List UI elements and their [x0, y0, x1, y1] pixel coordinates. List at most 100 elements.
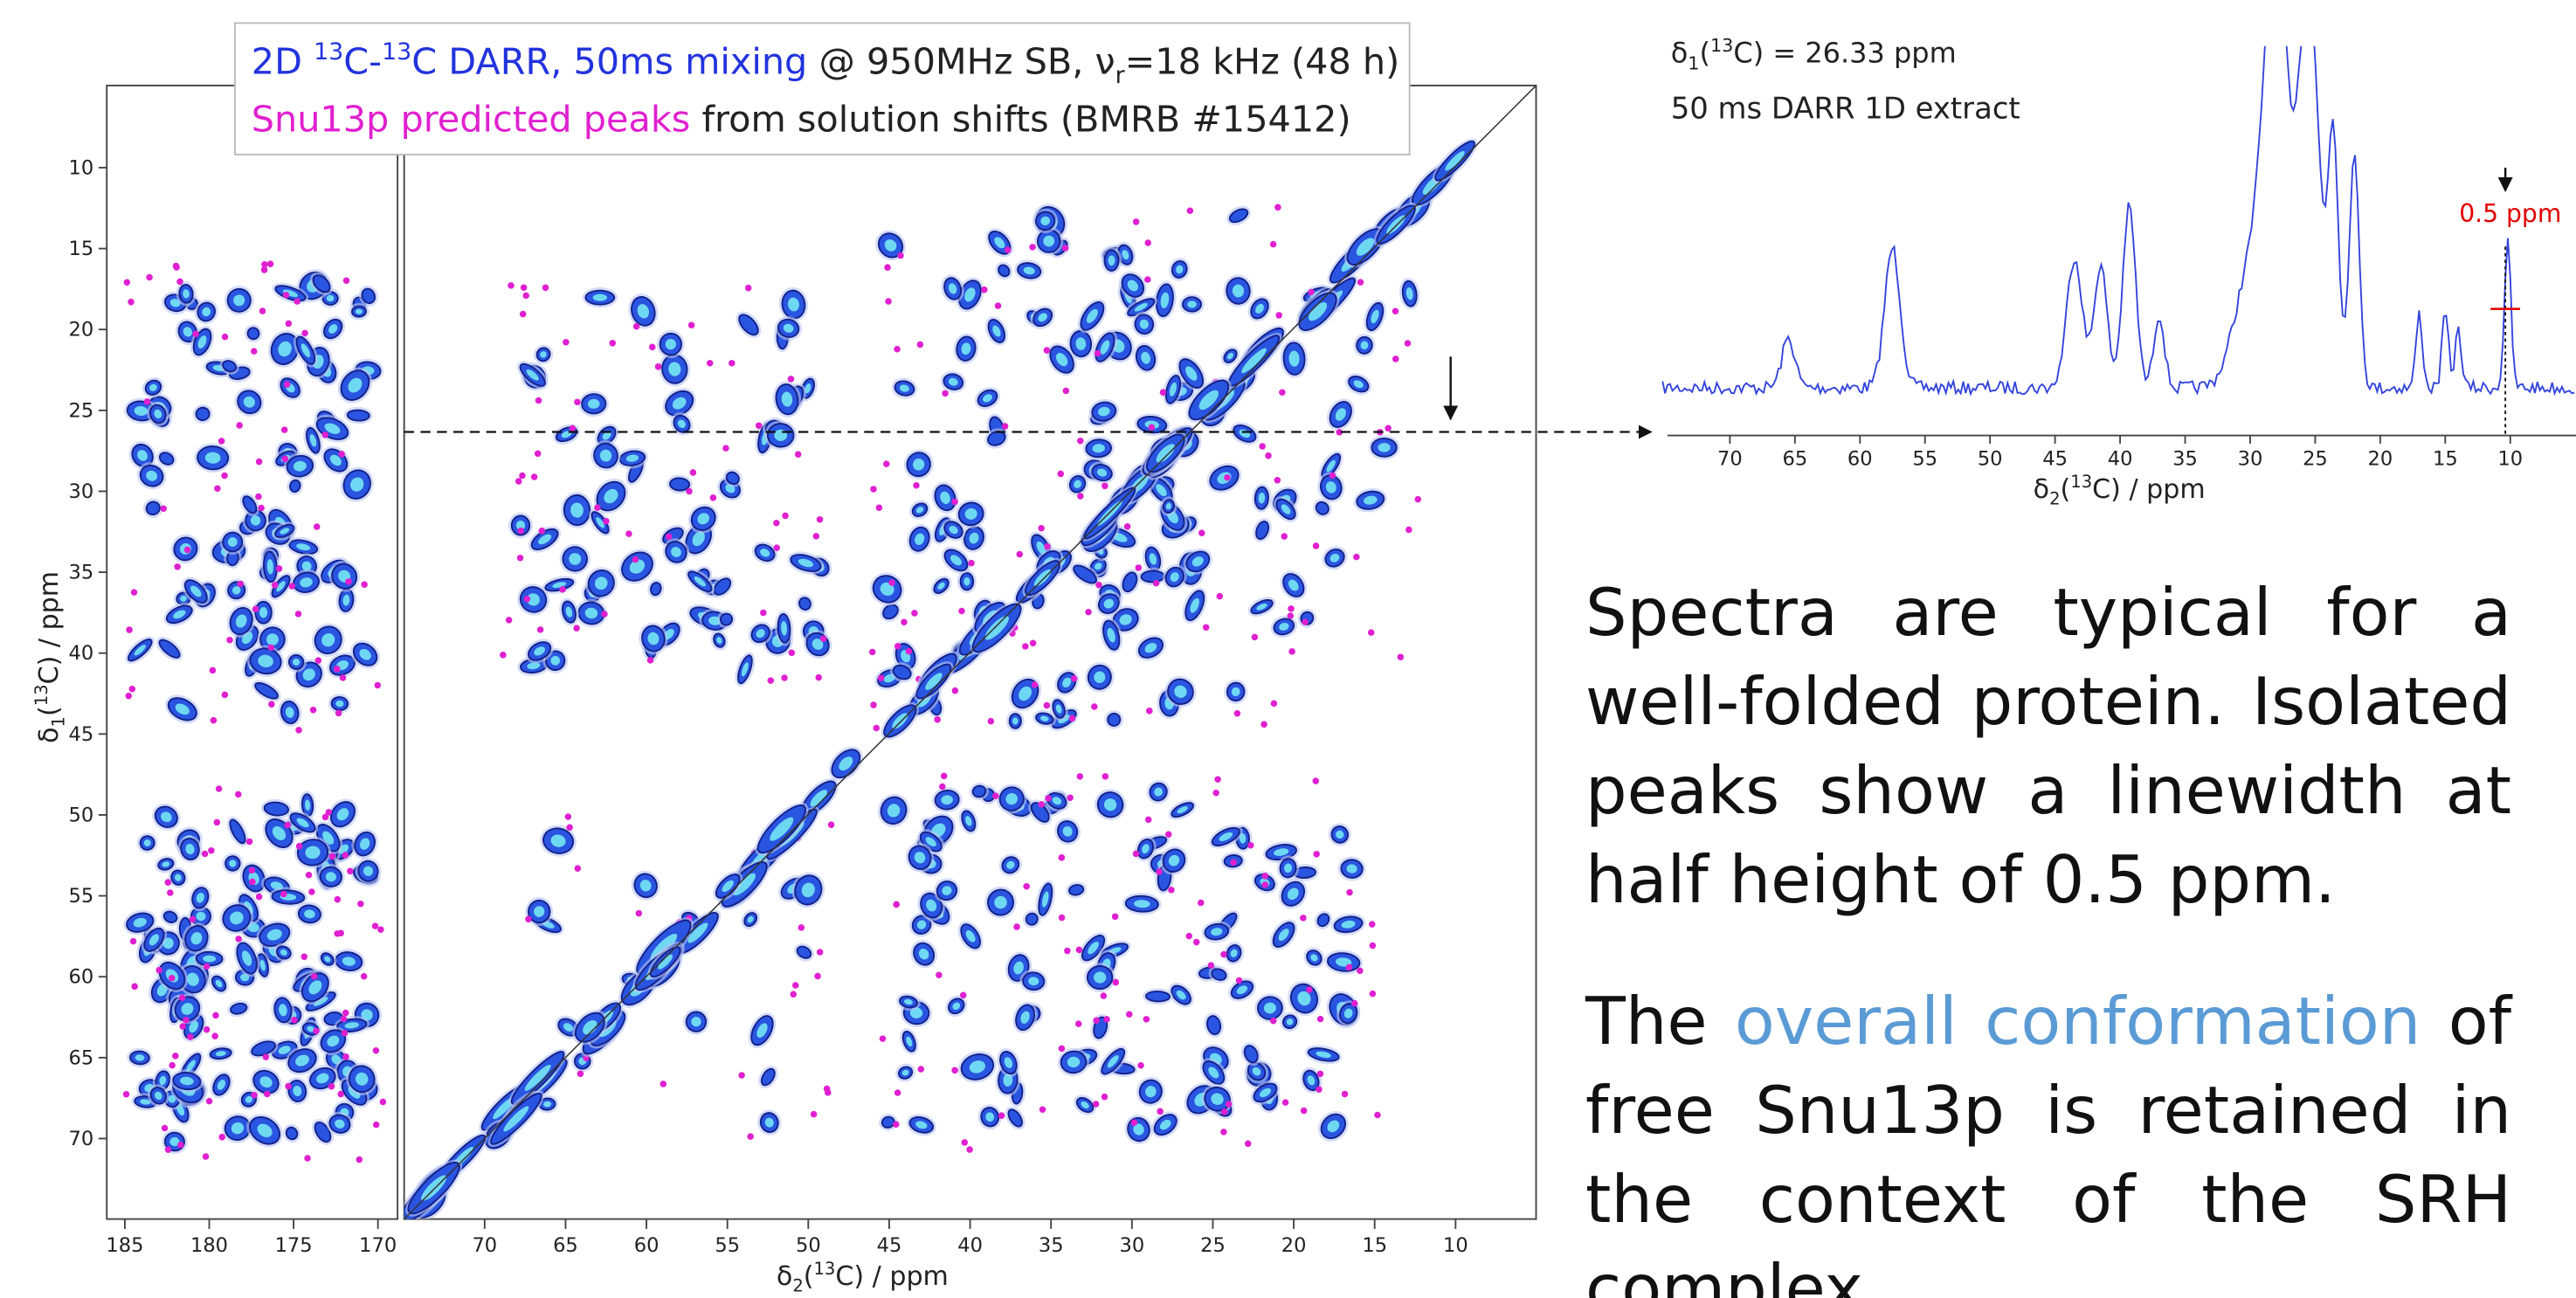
predicted-peak: [1157, 1108, 1164, 1115]
predicted-peak: [1074, 1020, 1082, 1027]
predicted-peak: [1023, 882, 1030, 890]
contour: [300, 577, 313, 588]
contour: [231, 586, 241, 595]
predicted-peak: [1126, 1011, 1133, 1018]
predicted-peak: [911, 610, 918, 617]
predicted-peak: [267, 644, 275, 652]
predicted-peak: [176, 278, 183, 286]
contour: [1326, 459, 1336, 473]
predicted-peak: [1192, 938, 1200, 946]
predicted-peak: [178, 994, 186, 1001]
predicted-peak: [787, 376, 795, 383]
predicted-peak: [1143, 1016, 1150, 1023]
predicted-peak: [1300, 915, 1307, 922]
contour: [325, 872, 336, 882]
predicted-peak: [221, 472, 228, 480]
contour: [1025, 912, 1039, 926]
contour: [1278, 929, 1289, 942]
contour: [925, 673, 943, 690]
predicted-peak: [1207, 962, 1215, 969]
predicted-peak: [1077, 493, 1084, 500]
contour: [1191, 556, 1204, 567]
contour: [1274, 848, 1289, 856]
predicted-peak: [689, 469, 697, 476]
predicted-peak: [1357, 967, 1364, 975]
predicted-peak: [959, 991, 967, 999]
predicted-peak: [372, 1121, 380, 1129]
predicted-peak: [1221, 1108, 1228, 1115]
contour: [914, 852, 926, 864]
predicted-peak: [1159, 389, 1167, 396]
predicted-peak: [738, 1072, 745, 1079]
predicted-peak: [245, 838, 253, 846]
predicted-peak: [894, 345, 901, 353]
predicted-peak: [1198, 529, 1205, 536]
predicted-peak: [966, 1146, 973, 1153]
predicted-peak: [340, 1015, 348, 1023]
text-span: C) / ppm: [2092, 474, 2205, 505]
predicted-peak: [328, 853, 336, 860]
contour: [1252, 1067, 1261, 1076]
y-axis-label: δ1(13C) / ppm: [31, 571, 69, 743]
contour: [185, 844, 195, 855]
predicted-peak: [1369, 990, 1377, 998]
predicted-peak: [1214, 776, 1221, 784]
predicted-peak: [155, 966, 163, 974]
contour: [301, 561, 312, 571]
x-axis-label: δ2(13C) / ppm: [777, 1259, 949, 1296]
predicted-peak: [201, 850, 209, 858]
contour: [534, 646, 545, 656]
predicted-peak: [236, 422, 243, 429]
predicted-peak: [1313, 851, 1320, 858]
predicted-peak: [251, 348, 258, 355]
contour: [1353, 380, 1364, 389]
extract-panel: 70 65 60 55 50 45 40 35 30 25 20 15 10: [1661, 45, 2576, 470]
contour: [880, 582, 894, 597]
predicted-peak: [885, 298, 892, 305]
predicted-peak: [1225, 1101, 1233, 1108]
predicted-peak: [221, 691, 229, 699]
predicted-peak: [1111, 913, 1119, 921]
predicted-peak: [1316, 1070, 1324, 1078]
predicted-peak: [569, 425, 577, 432]
contour: [1445, 150, 1465, 171]
contour: [1325, 481, 1336, 494]
predicted-peak: [214, 485, 221, 492]
predicted-peak: [252, 605, 259, 613]
predicted-peak: [961, 1139, 968, 1146]
contour: [285, 707, 294, 718]
contour: [992, 325, 1001, 337]
predicted-peak: [601, 611, 608, 618]
contour: [1088, 942, 1099, 955]
contour: [250, 515, 261, 526]
predicted-peak: [500, 652, 507, 659]
contour: [1360, 341, 1369, 350]
legend-line: Snu13p predicted peaks from solution shi…: [252, 99, 1351, 141]
predicted-peak: [594, 504, 601, 511]
contour: [948, 283, 957, 294]
contour: [1308, 302, 1328, 321]
contour: [1236, 985, 1248, 995]
predicted-peak: [1235, 977, 1243, 984]
contour: [964, 507, 977, 520]
predicted-peak: [1038, 524, 1045, 532]
predicted-peak: [345, 578, 352, 585]
contour: [316, 1073, 329, 1084]
predicted-peak: [1275, 312, 1282, 319]
contour: [725, 471, 740, 486]
predicted-peak: [873, 724, 881, 732]
contour: [1316, 913, 1330, 928]
contour: [1169, 382, 1177, 397]
contour: [1108, 255, 1115, 266]
predicted-peak: [213, 818, 221, 826]
contour: [515, 520, 526, 531]
predicted-peak: [870, 701, 877, 708]
predicted-peak: [295, 843, 303, 850]
predicted-peak: [1094, 349, 1102, 357]
contours-left: [122, 260, 387, 1163]
contour: [158, 639, 181, 659]
contour: [738, 314, 759, 336]
predicted-peak: [1308, 288, 1315, 296]
contour: [1092, 444, 1105, 453]
predicted-peak: [218, 438, 225, 445]
